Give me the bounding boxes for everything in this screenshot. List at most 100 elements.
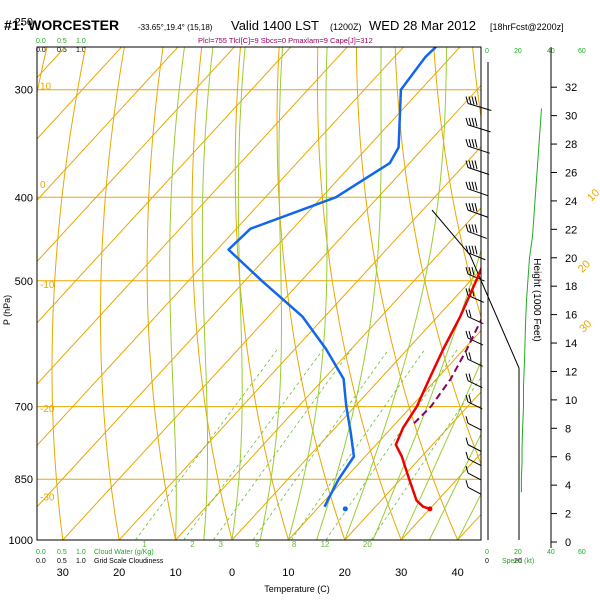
wind-barb-flag: [465, 451, 469, 459]
wind-barb-flag: [468, 352, 472, 360]
wind-barb-flag: [471, 224, 475, 233]
isotherm: [118, 146, 481, 540]
height-tick-label: 8: [565, 423, 571, 435]
km-bottom-60: 60: [578, 549, 586, 556]
wind-barb-flag: [465, 117, 469, 125]
wind-barb: [467, 209, 488, 218]
cloud-bottom-0: 0.0: [36, 558, 46, 565]
wind-barb-flag: [471, 245, 475, 254]
wind-barb-flag: [465, 224, 469, 232]
valid-time: Valid 1400 LST: [231, 18, 319, 33]
temperature-tick: 20: [113, 567, 125, 579]
dry-adiabat: [146, 47, 177, 540]
dry-adiabat: [355, 47, 459, 540]
cloud-bottom-05-green: 0.5: [57, 549, 67, 556]
utc-time: (1200Z): [330, 22, 362, 32]
pressure-tick-500: 500: [15, 276, 33, 288]
dry-adiabat: [234, 47, 289, 540]
pressure-tick-300: 300: [15, 85, 33, 97]
wind-barb: [467, 103, 492, 112]
height-tick-label: 22: [565, 224, 577, 236]
wind-barb-flag: [471, 96, 475, 105]
mixing-ratio-line: [213, 348, 353, 540]
pressure-tick-1000: 1000: [9, 535, 33, 547]
wind-barb-flag: [468, 96, 472, 105]
isotherm: [37, 47, 348, 385]
wind-barb-flag: [465, 352, 469, 360]
pressure-tick-400: 400: [15, 192, 33, 204]
moist-adiabat: [169, 47, 185, 540]
isotherm-label: 30: [577, 318, 594, 335]
cloud-scale-bottom: 0.0 0.5 1.0 Cloud Water (g/Kg) 0.0 0.5 1…: [36, 549, 164, 565]
wind-barb-flag: [468, 224, 472, 233]
mixing-ratio-line: [325, 348, 459, 540]
dry-adiabat-label: 10: [40, 82, 52, 93]
mixing-ratio-line: [371, 376, 481, 540]
cloud-water-label: Cloud Water (g/Kg): [94, 549, 154, 556]
wind-barb-flag: [471, 117, 475, 126]
wind-barb-flag: [465, 480, 469, 488]
mixing-ratio-label: 3: [218, 540, 223, 549]
dry-adiabat-label: 0: [40, 180, 46, 191]
moist-adiabat: [400, 360, 481, 540]
height-tick-label: 20: [565, 253, 577, 265]
wind-barb: [467, 124, 491, 133]
cloud-top-0-green: 0.0: [36, 38, 46, 45]
mixing-ratio-line: [183, 348, 324, 540]
dew-point-line: [227, 47, 438, 508]
wind-barb-flag: [465, 394, 469, 403]
surface-temperature-marker: [427, 506, 433, 512]
wind-barb-flag: [468, 394, 472, 403]
wind-barb-flag: [468, 330, 472, 339]
speed-bottom-20: 20: [514, 558, 522, 565]
speed-axis-label: Speed (kt): [502, 558, 534, 565]
wind-barb-flag: [468, 117, 472, 126]
wind-barb-flag: [465, 96, 469, 104]
temperature-tick: 40: [451, 567, 463, 579]
wind-barb-flag: [465, 266, 469, 275]
temperature-tick: 0: [229, 567, 235, 579]
station-coords: -33.65°,19.4° (15,18): [138, 23, 213, 32]
height-tick-label: 24: [565, 196, 577, 208]
moist-adiabat: [344, 47, 448, 540]
speed-bottom-0: 0: [485, 558, 489, 565]
dry-adiabat: [100, 47, 125, 540]
km-bottom-40: 40: [547, 549, 555, 556]
wind-barb-flag: [468, 181, 472, 190]
mixing-ratio-line: [252, 348, 390, 540]
isotherm: [175, 207, 481, 540]
wind-barb-flag: [474, 160, 478, 170]
dry-adiabat: [433, 47, 481, 319]
wind-barb-flag: [465, 202, 469, 211]
wind-barb: [467, 167, 490, 175]
isotherm: [37, 47, 461, 508]
wind-barb: [467, 472, 482, 481]
wind-barb-flag: [471, 181, 475, 190]
cloud-top-05-green: 0.5: [57, 38, 67, 45]
wind-barb-flag: [465, 139, 469, 147]
pressure-tick-250: 250: [15, 17, 33, 29]
wind-barb-flag: [468, 245, 472, 254]
terrain-line: [431, 209, 520, 369]
wind-barb-flag: [471, 266, 475, 276]
surface-dewpoint-marker: [342, 506, 348, 512]
wind-barb: [467, 401, 483, 410]
height-tick-label: 12: [565, 366, 577, 378]
height-tick-label: 26: [565, 167, 577, 179]
wind-barb-flag: [474, 181, 478, 191]
pressure-tick-850: 850: [15, 474, 33, 486]
wind-barb-flag: [468, 202, 472, 211]
moist-adiabat: [287, 47, 328, 540]
wind-barb: [467, 380, 483, 389]
forecast-date: WED 28 Mar 2012: [369, 18, 476, 33]
wind-barb-flag: [474, 139, 478, 148]
moist-adiabat: [259, 47, 284, 540]
cloud-top-1: 1.0: [76, 47, 86, 54]
wind-barb-flag: [468, 139, 472, 147]
km-bottom-20: 20: [514, 549, 522, 556]
isotherm: [37, 47, 123, 140]
temperature-tick: 10: [282, 567, 294, 579]
wind-barb: [467, 458, 482, 467]
dry-adiabat: [51, 47, 87, 540]
